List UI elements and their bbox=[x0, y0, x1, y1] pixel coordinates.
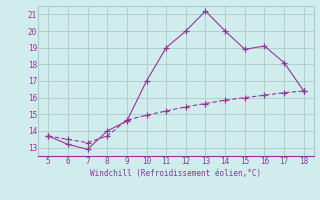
X-axis label: Windchill (Refroidissement éolien,°C): Windchill (Refroidissement éolien,°C) bbox=[91, 169, 261, 178]
